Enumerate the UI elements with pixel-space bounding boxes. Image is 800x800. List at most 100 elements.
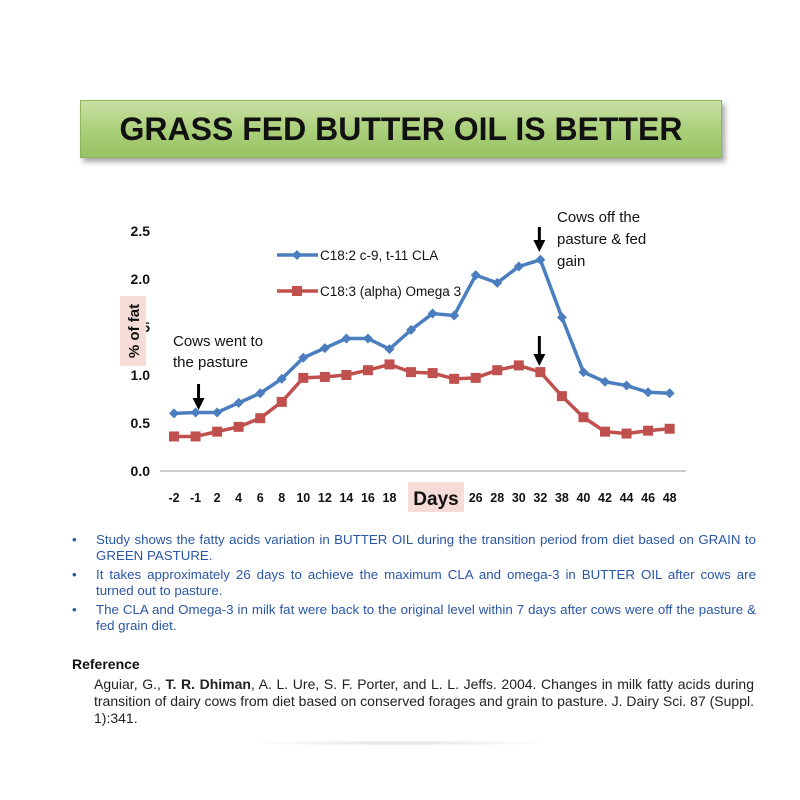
data-point: [643, 387, 654, 398]
data-point: [255, 388, 266, 399]
data-point: [341, 333, 352, 344]
y-tick-label: 0.5: [131, 415, 151, 431]
x-tick-label: 32: [533, 491, 547, 505]
data-point: [255, 413, 266, 424]
data-point: [406, 367, 417, 378]
data-point: [621, 428, 632, 439]
data-point: [449, 310, 460, 321]
data-point: [621, 380, 632, 391]
page-title: GRASS FED BUTTER OIL IS BETTER: [119, 110, 683, 147]
annotation-text: gain: [557, 253, 585, 270]
data-point: [535, 367, 546, 378]
data-point: [600, 376, 610, 387]
data-point: [233, 397, 244, 408]
data-point: [384, 344, 395, 355]
data-point: [664, 423, 675, 434]
annotation-text: pasture & fed: [557, 231, 646, 248]
x-axis-label: Days: [413, 489, 458, 510]
data-point: [276, 373, 287, 384]
annotation-text: the pasture: [173, 354, 248, 371]
legend-label: C18:3 (alpha) Omega 3: [320, 284, 461, 299]
bullet-icon: •: [72, 602, 77, 617]
x-tick-label: 4: [235, 491, 242, 505]
x-tick-label: 6: [257, 491, 264, 505]
annotation-text: Cows went to: [173, 333, 263, 350]
reference-citation: Aguiar, G., T. R. Dhiman, A. L. Ure, S. …: [94, 676, 754, 726]
data-point: [470, 372, 481, 383]
data-point: [664, 388, 675, 399]
data-point: [169, 431, 179, 442]
data-point: [341, 370, 352, 380]
data-point: [449, 373, 460, 384]
data-point: [362, 333, 373, 344]
data-point: [319, 343, 330, 354]
ylabel-background: [120, 296, 146, 366]
x-tick-label: 44: [620, 491, 634, 505]
footer-divider: [250, 740, 550, 746]
x-tick-label: 40: [576, 491, 590, 505]
note-item: • It takes approximately 26 days to achie…: [72, 567, 756, 598]
line-chart: 0.00.51.01.52.02.5 -2-124681012141618226…: [120, 209, 686, 512]
data-point: [319, 371, 330, 382]
data-point: [513, 261, 524, 272]
data-point: [556, 391, 567, 402]
data-point: [643, 425, 654, 436]
legend-label: C18:2 c-9, t-11 CLA: [320, 248, 438, 263]
legend-marker: [292, 250, 302, 260]
x-tick-label: 8: [278, 491, 285, 505]
x-tick-label: 26: [469, 491, 483, 505]
data-point: [298, 372, 309, 383]
y-tick-label: 0.0: [131, 463, 151, 479]
data-point: [212, 407, 223, 418]
x-tick-label: 28: [490, 491, 504, 505]
x-tick-label: 18: [383, 491, 397, 505]
data-point: [233, 421, 244, 432]
x-tick-label: 46: [641, 491, 655, 505]
series-line-2: [174, 362, 670, 439]
x-tick-label: 2: [214, 491, 221, 505]
data-point: [535, 254, 546, 265]
data-point: [212, 426, 223, 437]
x-tick-label: 42: [598, 491, 612, 505]
x-tick-label: 30: [512, 491, 526, 505]
data-point: [556, 312, 567, 323]
xlabel-background: [408, 482, 464, 512]
note-item: • The CLA and Omega-3 in milk fat were ba…: [72, 602, 756, 633]
data-point: [600, 426, 610, 437]
data-point: [406, 324, 417, 335]
data-point: [190, 407, 201, 418]
data-point: [427, 368, 438, 379]
data-point: [470, 270, 481, 281]
data-point: [384, 359, 395, 370]
data-point: [513, 360, 524, 371]
data-point: [362, 365, 373, 376]
y-tick-label: 1.0: [131, 367, 151, 383]
x-tick-label: -1: [190, 491, 201, 505]
data-point: [276, 396, 287, 407]
x-tick-label: -2: [168, 491, 179, 505]
x-tick-label: 38: [555, 491, 569, 505]
highlight-author: T. R. Dhiman: [165, 676, 251, 692]
reference-heading: Reference: [72, 656, 140, 672]
data-point: [492, 277, 503, 288]
y-axis-label: % of fat: [126, 304, 143, 358]
y-tick-label: 2.5: [131, 223, 151, 239]
notes-list: • Study shows the fatty acids variation i…: [72, 532, 756, 637]
note-item: • Study shows the fatty acids variation i…: [72, 532, 756, 563]
y-tick-label: 2.0: [131, 271, 151, 287]
data-point: [578, 412, 589, 423]
data-point: [578, 367, 589, 378]
data-point: [427, 308, 438, 319]
x-tick-label: 14: [339, 491, 353, 505]
data-point: [190, 431, 201, 442]
data-point: [492, 365, 503, 376]
title-banner: GRASS FED BUTTER OIL IS BETTER: [80, 100, 722, 158]
bullet-icon: •: [72, 532, 77, 547]
series-line-1: [173, 258, 670, 416]
legend-marker: [292, 286, 302, 296]
data-point: [169, 408, 179, 419]
x-tick-label: 48: [663, 491, 677, 505]
x-tick-label: 10: [296, 491, 310, 505]
bullet-icon: •: [72, 567, 77, 582]
annotation-text: Cows off the: [557, 209, 640, 226]
